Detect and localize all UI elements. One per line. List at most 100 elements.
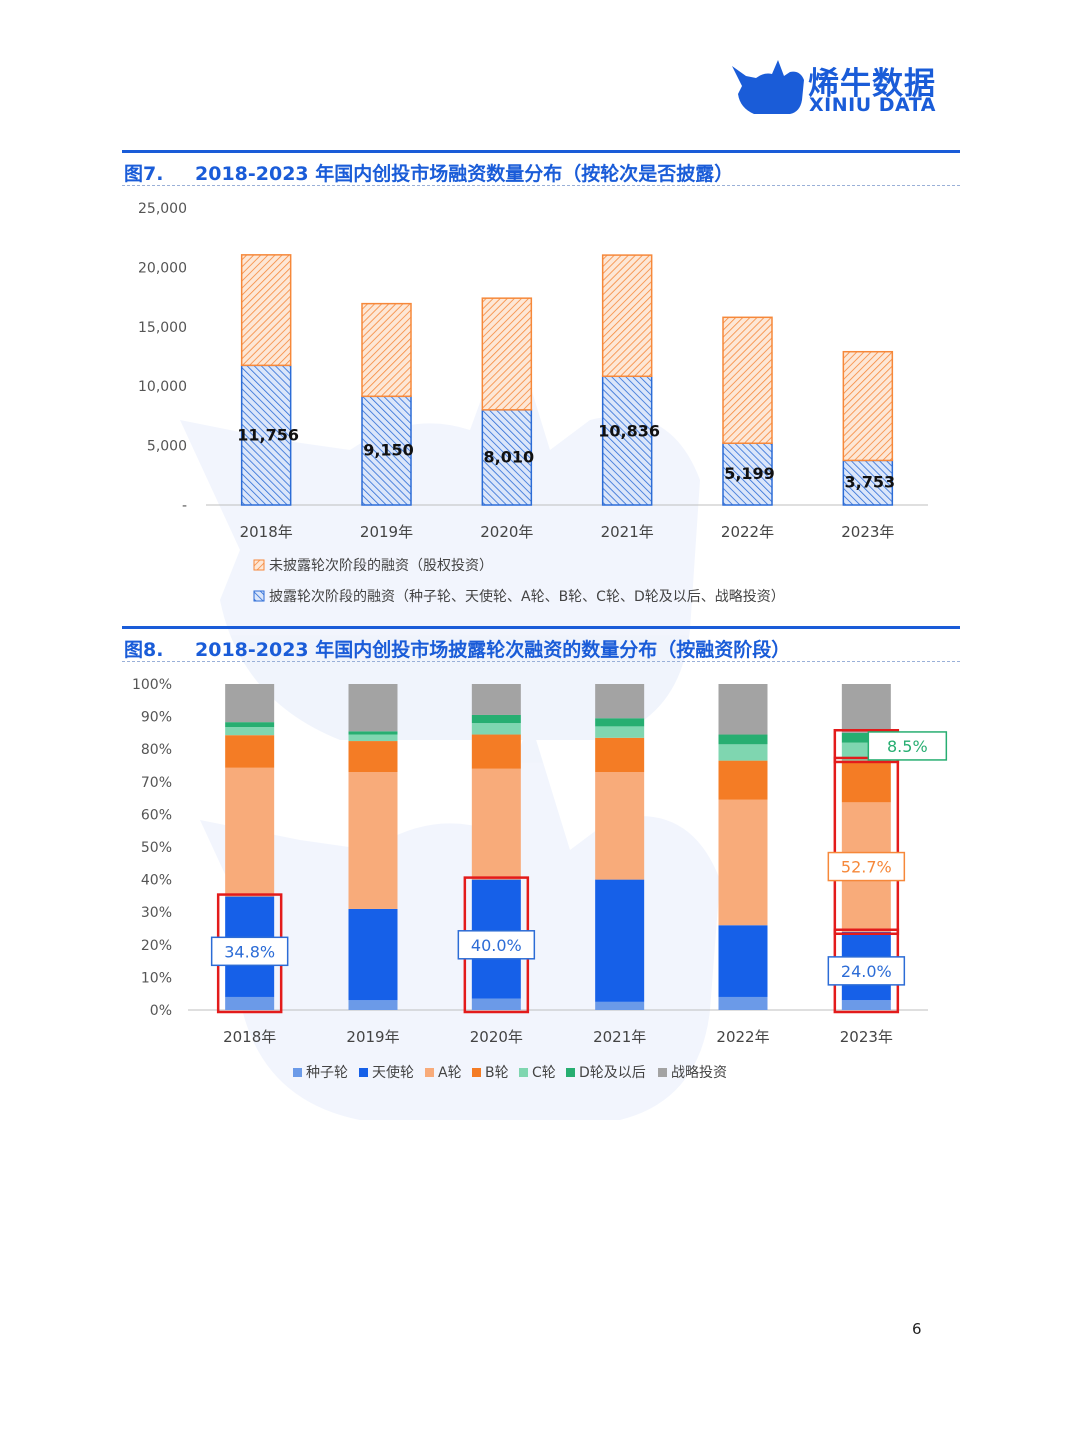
chart2-bars	[225, 684, 891, 1010]
chart2-bar-segment	[841, 1000, 891, 1010]
chart1-bar-undisclosed	[601, 254, 653, 378]
chart2-bar-segment	[225, 684, 275, 723]
chart2-callout-label: 34.8%	[224, 942, 275, 961]
chart2-legend-label: C轮	[532, 1065, 556, 1081]
chart2-highlight-frame	[833, 756, 900, 936]
chart2-annotations: 34.8% 40.0% 24.0% 52.7% 8.5%	[210, 728, 948, 1014]
chart2-bar-segment	[595, 684, 645, 719]
chart2-x-tick-label: 2023年	[840, 1028, 893, 1046]
chart2-bar-segment	[718, 996, 768, 1010]
figure-7-number: 图7.	[124, 163, 164, 185]
chart2-bar-segment	[718, 799, 768, 926]
chart1-bar-undisclosed	[240, 254, 292, 367]
chart2-legend-label: B轮	[485, 1065, 509, 1081]
rhino-logo-icon	[732, 60, 804, 114]
chart2-callout-box	[867, 731, 948, 761]
chart1-data-label: 10,836	[598, 421, 660, 440]
chart2-legend-label: D轮及以后	[579, 1065, 646, 1081]
chart2-bar-segment	[718, 744, 768, 761]
chart2-bar-segment	[471, 714, 521, 724]
chart1-bars: 11,756 9,150 8,010 10,836 5,199 3,753	[237, 254, 895, 506]
chart2-y-tick-label: 50%	[141, 840, 172, 856]
chart1-bar-disclosed	[601, 375, 653, 506]
chart2-bar-segment	[718, 734, 768, 745]
chart1-data-label: 8,010	[484, 447, 535, 466]
chart2-callout-label: 24.0%	[841, 962, 892, 981]
chart1-bar-undisclosed	[361, 302, 412, 398]
figure-7-title-bar: 图7. 2018-2023 年国内创投市场融资数量分布（按轮次是否披露）	[122, 150, 960, 186]
chart1-y-tick-label: 25,000	[138, 201, 187, 217]
chart2-x-tick-label: 2021年	[593, 1028, 646, 1046]
chart2-bar-segment	[471, 734, 521, 769]
chart2-bar-segment	[348, 772, 398, 909]
chart2-bar-segment	[841, 684, 891, 733]
figure-7-title: 2018-2023 年国内创投市场融资数量分布（按轮次是否披露）	[195, 163, 734, 185]
chart2-bar-segment	[718, 760, 768, 800]
chart1-legend-swatch	[253, 559, 265, 571]
chart2-bar-segment	[718, 925, 768, 997]
brand-logo: 烯牛数据 XINIU DATA	[728, 56, 958, 120]
chart2-bar-segment	[841, 732, 891, 743]
chart1-x-tick-label: 2018年	[240, 523, 293, 541]
chart2-callout-box	[457, 930, 536, 960]
chart2-legend-swatch	[359, 1068, 368, 1077]
chart1-legend-label: 披露轮次阶段的融资（种子轮、天使轮、A轮、B轮、C轮、D轮及以后、战略投资）	[269, 588, 785, 605]
chart1-legend-label: 未披露轮次阶段的融资（股权投资）	[269, 558, 493, 574]
chart2-legend-label: 天使轮	[372, 1064, 414, 1081]
logo-text-en: XINIU DATA	[809, 94, 936, 116]
chart2-callout-label: 40.0%	[471, 936, 522, 955]
chart2-axis: 0% 10% 20% 30% 40% 50% 60% 70% 80% 90% 100% 2018年 20…	[132, 677, 928, 1046]
chart2-bar-segment	[348, 741, 398, 773]
chart1-y-tick-label: 10,000	[138, 379, 187, 395]
chart1-bar-undisclosed	[481, 297, 533, 411]
chart1-x-tick-label: 2022年	[721, 523, 774, 541]
chart1-x-tick-label: 2020年	[480, 523, 533, 541]
chart1-y-tick-label: 5,000	[147, 439, 187, 455]
chart2-bar-segment	[595, 879, 645, 1002]
chart2-y-tick-label: 100%	[132, 677, 172, 693]
chart2-x-tick-label: 2022年	[716, 1028, 769, 1046]
chart2-legend-label: 种子轮	[306, 1065, 348, 1081]
chart1-x-tick-label: 2019年	[360, 523, 413, 541]
chart1-x-tick-label: 2021年	[601, 523, 654, 541]
chart2-bar-segment	[225, 767, 275, 897]
chart1-bar-disclosed	[361, 395, 412, 506]
chart2-y-tick-label: 70%	[141, 775, 172, 791]
figure-8-number: 图8.	[124, 639, 164, 661]
chart1-bar-disclosed	[722, 442, 773, 506]
chart2-bar-segment	[225, 727, 275, 736]
chart2-legend-swatch	[472, 1068, 481, 1077]
chart2-bar-segment	[348, 684, 398, 732]
chart1-data-label: 5,199	[724, 464, 775, 483]
chart2-bar-segment	[225, 735, 275, 768]
chart2-x-tick-label: 2020年	[470, 1028, 523, 1046]
chart2-y-tick-label: 40%	[141, 873, 172, 889]
chart1-x-tick-label: 2023年	[841, 523, 894, 541]
chart2-legend-label: A轮	[438, 1065, 462, 1081]
chart2-x-tick-label: 2018年	[223, 1028, 276, 1046]
chart2-bar-segment	[595, 772, 645, 880]
chart1-data-label: 9,150	[363, 441, 414, 460]
chart2-x-tick-label: 2019年	[346, 1028, 399, 1046]
logo-text-cn: 烯牛数据	[808, 66, 936, 102]
chart1-bar-undisclosed	[842, 350, 894, 462]
chart2-y-tick-label: 30%	[141, 905, 172, 921]
chart2-bar-segment	[471, 998, 521, 1010]
figure-8-title-bar: 图8. 2018-2023 年国内创投市场披露轮次融资的数量分布（按融资阶段）	[122, 626, 960, 662]
chart1-legend: 未披露轮次阶段的融资（股权投资） 披露轮次阶段的融资（种子轮、天使轮、A轮、B轮、…	[253, 558, 785, 605]
chart2-y-tick-label: 20%	[141, 938, 172, 954]
chart2-callout-box	[827, 956, 906, 986]
chart1-legend-swatch	[253, 590, 265, 602]
chart2-bar-segment	[471, 768, 521, 880]
chart2-y-tick-label: 0%	[150, 1003, 172, 1019]
chart2-bar-segment	[471, 684, 521, 715]
chart2-y-tick-label: 10%	[141, 970, 172, 986]
chart2-y-tick-label: 90%	[141, 710, 172, 726]
chart2-legend-swatch	[293, 1068, 302, 1077]
chart2-bar-segment	[595, 737, 645, 773]
chart2-bar-segment	[595, 726, 645, 738]
chart2-bar-segment	[348, 734, 398, 742]
chart2-bar-segment	[225, 722, 275, 728]
chart2-bar-segment	[348, 731, 398, 735]
chart2-callout-label: 52.7%	[841, 858, 892, 877]
